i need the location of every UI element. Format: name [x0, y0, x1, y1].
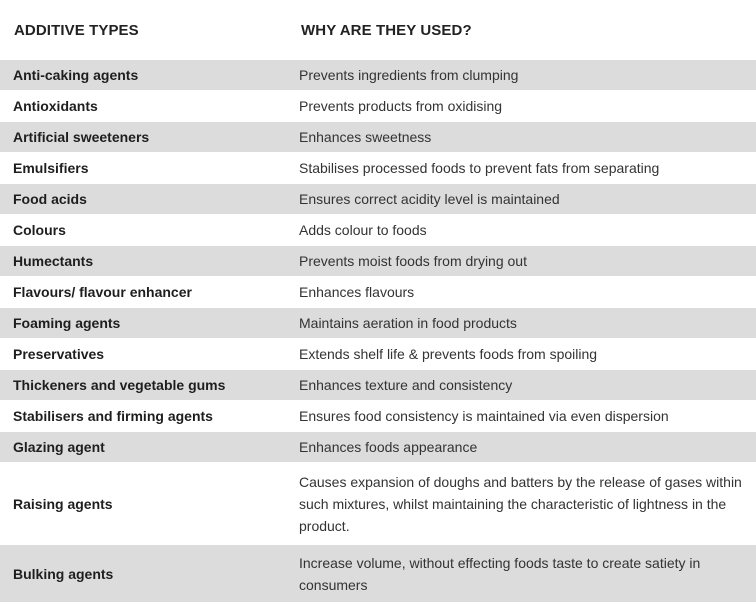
purpose-cell: Causes expansion of doughs and batters b… — [299, 473, 742, 534]
additive-type-cell: Raising agents — [13, 495, 113, 512]
additive-type-cell: Bulking agents — [13, 565, 114, 582]
column-header-additive-types: ADDITIVE TYPES — [14, 22, 139, 39]
table-row: Anti-caking agents Prevents ingredients … — [0, 60, 756, 91]
additive-type-cell: Foaming agents — [13, 315, 121, 331]
table-row: Glazing agent Enhances foods appearance — [0, 432, 756, 463]
purpose-cell: Ensures correct acidity level is maintai… — [299, 191, 560, 207]
additive-type-cell: Stabilisers and firming agents — [13, 408, 213, 424]
table-row: Preservatives Extends shelf life & preve… — [0, 339, 756, 370]
purpose-cell: Adds colour to foods — [299, 222, 427, 238]
table-row: Foaming agents Maintains aeration in foo… — [0, 308, 756, 339]
purpose-cell: Enhances texture and consistency — [299, 377, 513, 393]
table-row: Raising agents Causes expansion of dough… — [0, 463, 756, 545]
purpose-cell: Enhances sweetness — [299, 129, 432, 145]
table-row: Colours Adds colour to foods — [0, 215, 756, 246]
table-row: Flavours/ flavour enhancer Enhances flav… — [0, 277, 756, 308]
additive-type-cell: Artificial sweeteners — [13, 129, 150, 145]
additive-type-cell: Flavours/ flavour enhancer — [13, 284, 192, 300]
purpose-cell: Enhances foods appearance — [299, 439, 478, 455]
table-row: Artificial sweeteners Enhances sweetness — [0, 122, 756, 153]
additive-type-cell: Antioxidants — [13, 98, 98, 114]
purpose-cell: Prevents moist foods from drying out — [299, 253, 527, 269]
table-row: Food acids Ensures correct acidity level… — [0, 184, 756, 215]
additive-type-cell: Glazing agent — [13, 439, 105, 455]
purpose-cell: Stabilises processed foods to prevent fa… — [299, 160, 660, 176]
purpose-cell: Prevents ingredients from clumping — [299, 67, 519, 83]
additive-type-cell: Food acids — [13, 191, 87, 207]
table-row: Emulsifiers Stabilises processed foods t… — [0, 153, 756, 184]
purpose-cell: Maintains aeration in food products — [299, 315, 517, 331]
additive-type-cell: Emulsifiers — [13, 160, 89, 176]
additive-type-cell: Colours — [13, 222, 66, 238]
additive-type-cell: Thickeners and vegetable gums — [13, 377, 226, 393]
additive-type-cell: Anti-caking agents — [13, 67, 139, 83]
column-header-why-used: WHY ARE THEY USED? — [301, 22, 472, 39]
table-header: ADDITIVE TYPES WHY ARE THEY USED? — [0, 0, 756, 60]
purpose-cell: Increase volume, without effecting foods… — [299, 554, 701, 593]
purpose-cell: Prevents products from oxidising — [299, 98, 503, 114]
table-row: Bulking agents Increase volume, without … — [0, 545, 756, 603]
purpose-cell: Extends shelf life & prevents foods from… — [299, 346, 598, 362]
table-row: Humectants Prevents moist foods from dry… — [0, 246, 756, 277]
additive-type-cell: Humectants — [13, 253, 94, 269]
table-row: Thickeners and vegetable gums Enhances t… — [0, 370, 756, 401]
table-row: Stabilisers and firming agents Ensures f… — [0, 401, 756, 432]
additive-type-cell: Preservatives — [13, 346, 105, 362]
table-body: Anti-caking agents Prevents ingredients … — [0, 60, 756, 603]
purpose-cell: Enhances flavours — [299, 284, 415, 300]
purpose-cell: Ensures food consistency is maintained v… — [299, 408, 669, 424]
table-row: Antioxidants Prevents products from oxid… — [0, 91, 756, 122]
